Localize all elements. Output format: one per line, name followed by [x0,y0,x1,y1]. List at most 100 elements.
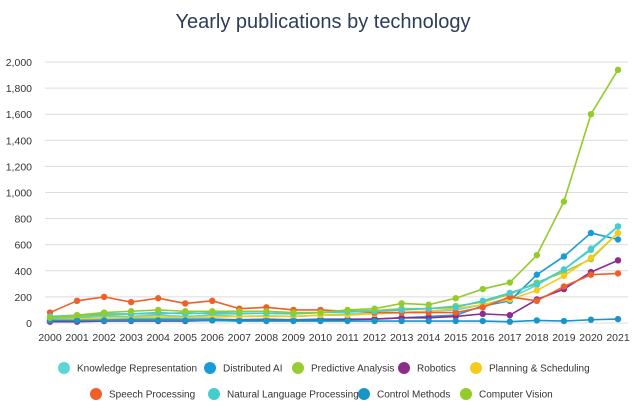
y-tick-label: 200 [14,292,32,304]
data-point [533,271,541,278]
x-axis-ticks: 2000 2001 2002 2003 2004 2005 2006 2007 2008 2009… [38,332,630,344]
series-line [49,225,619,320]
data-point [317,317,324,325]
x-tick-label: 2005 [174,332,198,344]
data-point [614,257,622,264]
data-point [263,308,270,315]
y-tick-label: 1,600 [6,109,32,121]
legend-label: Computer Vision [479,390,553,401]
series-line [49,232,619,322]
y-tick-label: 1,200 [6,161,32,173]
data-point [533,287,541,294]
data-point [127,317,135,324]
series-lines [46,66,622,325]
data-point [154,306,162,314]
data-point [614,229,622,237]
data-point [344,317,351,325]
legend-marker [208,388,220,400]
data-point [263,317,270,325]
legend-item: Distributed AI [204,362,282,375]
x-tick-label: 2007 [228,332,252,344]
data-point [290,317,297,325]
data-point [614,270,622,277]
data-point [506,279,514,286]
data-point [209,297,216,305]
legend-label: Distributed AI [223,364,282,375]
data-point [398,300,405,307]
legend-label: Planning & Scheduling [489,364,590,375]
data-point [290,309,297,316]
data-point [533,297,541,305]
data-point [560,272,568,280]
legend-label: Natural Language Processing [227,390,359,401]
x-tick-label: 2015 [444,332,468,344]
data-point [560,317,568,325]
legend-item: Robotics [398,362,456,375]
legend-item: Control Methods [358,388,450,401]
data-point [344,306,351,314]
series-line [49,69,619,319]
data-point [100,309,108,316]
data-point [182,308,189,315]
x-tick-label: 2006 [201,332,225,344]
legend-marker [292,362,304,374]
legend-item: Natural Language Processing [208,388,359,401]
data-point [479,285,486,293]
data-point [587,111,595,118]
data-point [506,289,514,297]
legend-item: Speech Processing [90,388,195,401]
data-point [614,315,622,323]
data-point [317,309,324,316]
legend-marker [460,388,472,400]
data-point [533,280,541,288]
data-point [154,317,162,324]
data-point [182,317,189,324]
data-point [100,317,108,324]
data-point [127,298,135,306]
data-point [236,308,243,315]
legend-label: Robotics [417,364,456,375]
y-tick-label: 0 [26,318,32,330]
x-tick-label: 2011 [336,332,359,344]
data-point [452,317,459,325]
data-point [398,306,405,314]
gridlines [45,61,628,324]
legend-item: Planning & Scheduling [470,362,590,375]
x-tick-label: 2020 [579,332,603,344]
y-tick-label: 800 [14,214,32,226]
x-tick-label: 2000 [38,332,62,344]
data-point [100,293,108,301]
data-point [587,246,595,254]
data-point [209,317,216,324]
x-tick-label: 2021 [606,332,630,344]
data-point [560,198,568,205]
legend-item: Knowledge Representation [58,362,197,375]
y-tick-label: 1,800 [6,83,32,95]
series [46,66,622,321]
data-point [209,308,216,315]
series [46,315,622,325]
data-point [587,229,595,237]
legend: Knowledge Representation Distributed AI Pr… [58,362,590,401]
legend-item: Computer Vision [460,388,553,401]
x-tick-label: 2003 [119,332,143,344]
data-point [371,305,378,312]
data-point [614,66,622,74]
series-line [49,225,619,318]
data-point [127,308,135,315]
data-point [506,311,514,319]
data-point [479,304,486,311]
data-point [560,266,568,273]
legend-marker [470,362,482,374]
x-tick-label: 2016 [471,332,495,344]
x-tick-label: 2001 [65,332,89,344]
data-point [73,311,81,319]
legend-marker [358,388,370,400]
data-point [506,318,514,325]
data-point [533,317,541,324]
data-point [46,314,54,321]
x-tick-label: 2019 [552,332,576,344]
series-line [50,232,619,322]
data-point [560,283,568,290]
